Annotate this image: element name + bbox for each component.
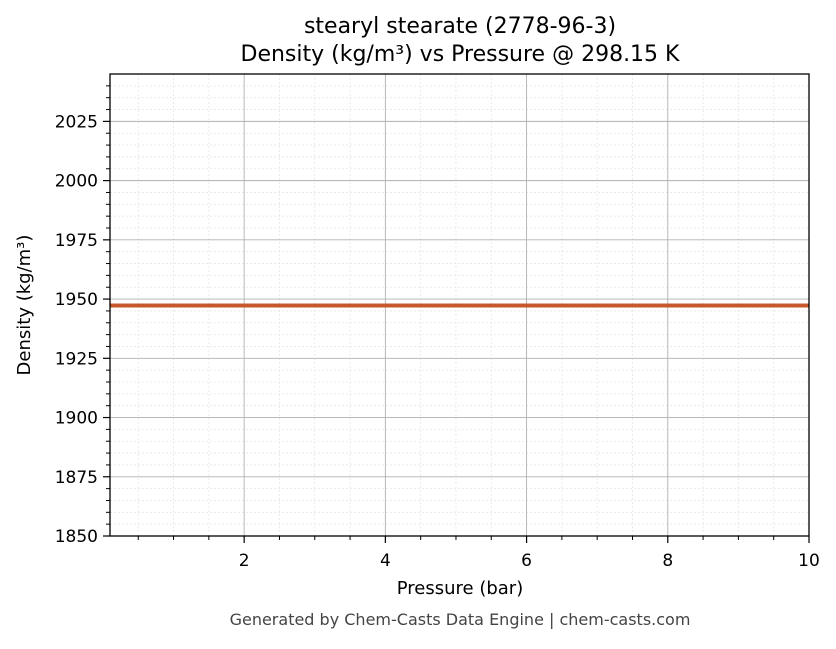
footer-credit: Generated by Chem-Casts Data Engine | ch…	[230, 610, 691, 629]
chart-title-line1: stearyl stearate (2778-96-3)	[304, 14, 616, 39]
y-tick-label: 1925	[55, 349, 98, 369]
minor-grid	[110, 74, 809, 536]
y-tick-label: 1900	[55, 409, 98, 429]
x-axis-label: Pressure (bar)	[397, 578, 523, 599]
x-tick-label: 6	[521, 551, 532, 571]
plot-frame	[109, 73, 810, 537]
x-tick-label: 8	[662, 551, 673, 571]
y-tick-label: 1875	[55, 468, 98, 488]
y-tick-label: 1850	[55, 527, 98, 547]
y-tick-label: 2025	[55, 112, 98, 132]
y-tick-label: 1950	[55, 290, 98, 310]
x-tick-label: 4	[380, 551, 391, 571]
chart-title-line2: Density (kg/m³) vs Pressure @ 298.15 K	[241, 42, 681, 67]
y-tick-label: 2000	[55, 172, 98, 192]
y-axis-label: Density (kg/m³)	[14, 235, 35, 376]
axis-ticks: 2 4 6 8 10 1850 1875 1900 1925 1950 1975 2000 2025	[55, 85, 820, 571]
y-tick-label: 1975	[55, 231, 98, 251]
major-grid	[110, 74, 809, 536]
x-tick-label: 2	[239, 551, 250, 571]
x-tick-label: 10	[798, 551, 820, 571]
